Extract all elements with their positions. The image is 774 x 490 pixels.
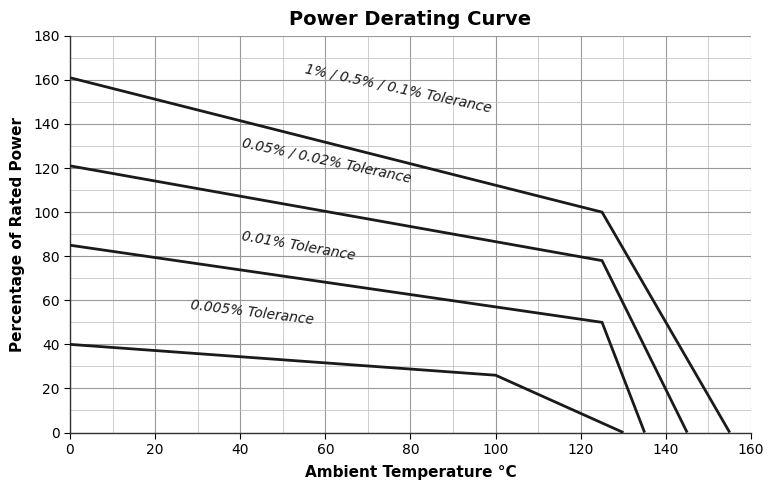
X-axis label: Ambient Temperature °C: Ambient Temperature °C xyxy=(305,466,516,480)
Text: 0.01% Tolerance: 0.01% Tolerance xyxy=(240,229,356,263)
Text: 0.005% Tolerance: 0.005% Tolerance xyxy=(189,298,314,327)
Title: Power Derating Curve: Power Derating Curve xyxy=(289,10,532,29)
Text: 1% / 0.5% / 0.1% Tolerance: 1% / 0.5% / 0.1% Tolerance xyxy=(304,62,493,115)
Text: 0.05% / 0.02% Tolerance: 0.05% / 0.02% Tolerance xyxy=(240,136,412,186)
Y-axis label: Percentage of Rated Power: Percentage of Rated Power xyxy=(10,117,25,352)
